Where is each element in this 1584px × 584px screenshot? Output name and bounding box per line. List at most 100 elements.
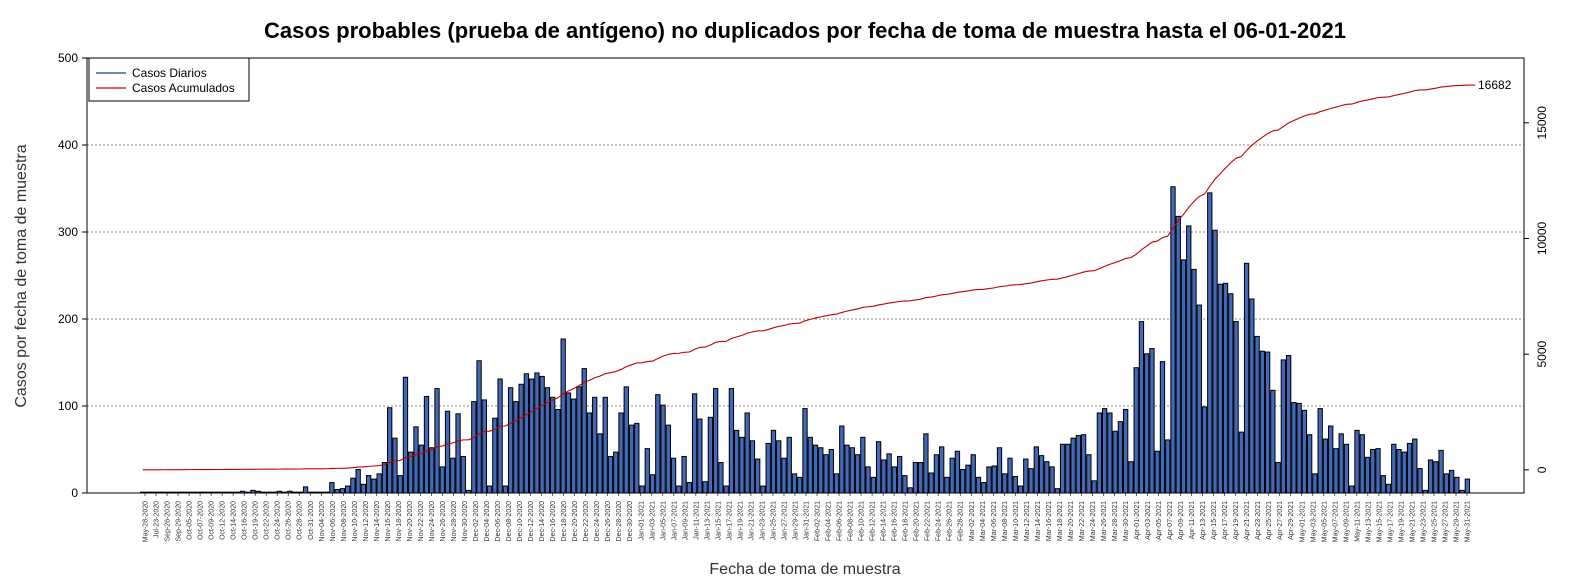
x-tick-label: Feb-18-2021 <box>903 501 910 541</box>
bar <box>1091 480 1097 494</box>
bar <box>697 418 703 494</box>
x-tick-label: Sep-29-2020 <box>176 501 183 542</box>
bar <box>818 447 824 494</box>
bar <box>1080 434 1087 494</box>
bar <box>571 398 577 494</box>
cumulative-end-label: 16682 <box>1478 78 1512 92</box>
x-tick-label: Sep-26-2020 <box>165 501 172 542</box>
bar <box>507 387 514 494</box>
bar <box>1186 225 1192 494</box>
x-tick-label: Dec-06-2020 <box>495 501 502 542</box>
y2-tick-label: 0 <box>1535 466 1549 473</box>
bar <box>728 388 735 494</box>
x-tick-label: Jan-09-2021 <box>682 501 689 540</box>
bar <box>965 464 971 494</box>
bar <box>739 436 745 494</box>
bar <box>1159 361 1166 494</box>
bar <box>1285 355 1292 494</box>
bar <box>1096 412 1103 494</box>
x-tick-label: Jan-05-2021 <box>660 501 667 540</box>
bar <box>797 476 803 494</box>
x-tick-label: Apr-29-2021 <box>1288 501 1295 540</box>
bar <box>786 436 792 494</box>
bar <box>1385 483 1392 494</box>
bar <box>1196 304 1202 494</box>
bar <box>660 404 666 494</box>
x-tick-label: May-21-2021 <box>1409 501 1416 542</box>
x-tick-label: Mar-04-2021 <box>980 501 987 541</box>
x-tick-label: Jan-03-2021 <box>649 501 656 540</box>
bar <box>1154 450 1160 494</box>
x-tick-label: Jan-07-2021 <box>671 501 678 540</box>
bar <box>592 396 598 494</box>
legend-label-cumulative: Casos Acumulados <box>132 81 235 95</box>
bar <box>387 407 393 494</box>
x-tick-label: May-19-2021 <box>1398 501 1405 542</box>
bar <box>881 459 887 494</box>
bar <box>854 454 861 494</box>
x-tick-label: Apr-25-2021 <box>1266 501 1273 540</box>
bar <box>581 368 587 494</box>
bar <box>497 378 503 494</box>
bar <box>444 410 451 494</box>
bar <box>954 450 961 494</box>
x-tick-label: Jan-23-2021 <box>759 501 766 540</box>
bar <box>1270 389 1276 494</box>
bar <box>933 454 940 494</box>
x-tick-label: Mar-16-2021 <box>1046 501 1053 541</box>
bar <box>523 373 530 494</box>
x-tick-label: Oct-22-2020 <box>264 501 271 540</box>
x-tick-label: Jan-19-2021 <box>737 501 744 540</box>
bar <box>413 426 419 494</box>
bar <box>649 474 656 494</box>
x-tick-label: Nov-06-2020 <box>330 501 337 542</box>
bar <box>1233 321 1239 494</box>
bar <box>875 441 882 494</box>
chart-title: Casos probables (prueba de antígeno) no … <box>264 18 1346 43</box>
bar <box>371 478 377 494</box>
x-tick-label: Dec-26-2020 <box>605 501 612 542</box>
x-tick-label: Mar-30-2021 <box>1123 501 1130 541</box>
x-tick-label: Jan-25-2021 <box>770 501 777 540</box>
legend-box <box>88 57 250 102</box>
bar <box>1264 351 1271 494</box>
bars-layer <box>139 186 1471 494</box>
bar <box>366 475 372 494</box>
x-tick-label: Feb-22-2021 <box>925 501 932 541</box>
bar <box>823 454 829 494</box>
x-tick-label: Dec-18-2020 <box>561 501 568 542</box>
x-tick-label: Jan-17-2021 <box>726 501 733 540</box>
bar <box>1238 431 1244 494</box>
bar <box>770 429 777 494</box>
x-tick-label: Feb-20-2021 <box>914 501 921 541</box>
x-tick-label: Jan-27-2021 <box>781 501 788 540</box>
bar <box>1217 283 1223 494</box>
bar <box>807 436 813 494</box>
x-tick-label: Mar-28-2021 <box>1112 501 1119 541</box>
bar <box>1175 215 1181 494</box>
bar <box>1296 402 1302 494</box>
x-tick-label: Nov-10-2020 <box>352 501 359 542</box>
bar <box>1333 448 1339 494</box>
x-tick-label: Dec-04-2020 <box>484 501 491 542</box>
bar <box>860 436 866 494</box>
x-tick-label: Jan-13-2021 <box>704 501 711 540</box>
bar <box>397 475 403 494</box>
x-tick-label: Jul-23-2020 <box>154 501 161 538</box>
x-tick-label: Feb-06-2021 <box>837 501 844 541</box>
bar <box>944 476 950 494</box>
y-tick-label: 0 <box>71 486 78 500</box>
bar <box>471 401 477 494</box>
x-tick-label: Apr-27-2021 <box>1277 501 1284 540</box>
cumulative-line <box>142 84 1468 471</box>
bar <box>902 475 908 494</box>
bar <box>376 473 382 494</box>
bar <box>555 408 561 494</box>
bar <box>607 455 614 494</box>
bar <box>439 466 445 494</box>
bar <box>355 469 361 494</box>
bar <box>1107 412 1113 494</box>
bar <box>928 472 934 494</box>
bar <box>1191 268 1197 494</box>
y2-tick-label: 10000 <box>1535 221 1549 255</box>
